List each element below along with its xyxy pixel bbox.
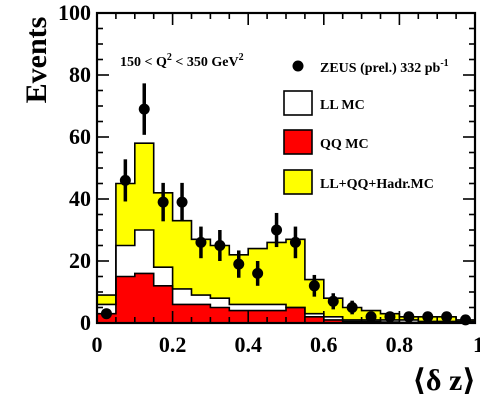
- legend-label: LL MC: [320, 98, 365, 113]
- legend-swatch: [283, 169, 313, 195]
- data-point: [327, 295, 339, 307]
- y-axis-label: Events: [20, 17, 53, 104]
- x-tick-label: 0.2: [159, 332, 187, 357]
- legend-label: LL+QQ+Hadr.MC: [320, 177, 434, 192]
- x-tick-label: 0.4: [234, 332, 262, 357]
- data-point: [365, 311, 377, 323]
- x-tick-label: 1: [473, 332, 480, 357]
- histogram-fills: [97, 143, 475, 323]
- data-point: [441, 311, 453, 323]
- legend-data-marker: [292, 60, 304, 72]
- x-tick-label: 0.8: [386, 332, 414, 357]
- histogram-fill-qq-mc: [97, 273, 475, 323]
- legend-label-data: ZEUS (prel.) 332 pb-1: [320, 58, 449, 76]
- legend-label: QQ MC: [320, 137, 369, 152]
- data-point: [252, 267, 264, 279]
- annotation: 150 < Q2 < 350 GeV2: [120, 52, 244, 70]
- y-tick-label: 100: [58, 0, 91, 25]
- legend-swatch: [283, 90, 313, 116]
- x-tick-label: 0: [92, 332, 103, 357]
- data-point: [271, 224, 283, 236]
- data-point: [195, 236, 207, 248]
- data-point: [176, 196, 188, 208]
- data-point: [384, 311, 396, 323]
- y-tick-label: 20: [69, 248, 91, 273]
- y-tick-label: 80: [69, 62, 91, 87]
- data-point: [214, 240, 226, 251]
- x-axis-label: ⟨δ z⟩: [412, 364, 476, 394]
- legend: ZEUS (prel.) 332 pb-1 LL MC QQ MC LL+QQ+Had…: [283, 58, 449, 195]
- data-point: [346, 302, 358, 313]
- histogram-fill-ll-qq-hadr-mc: [97, 143, 475, 323]
- data-point: [119, 174, 131, 186]
- data-point: [100, 308, 112, 320]
- axis-ticks: [96, 12, 476, 324]
- data-point: [138, 103, 150, 115]
- data-point: [308, 280, 320, 292]
- data-point: [289, 236, 301, 248]
- data-point: [422, 311, 434, 323]
- histogram-fill-ll-mc: [97, 230, 475, 323]
- legend-swatch: [283, 129, 313, 155]
- y-tick-label: 60: [69, 124, 91, 149]
- x-tick-label: 0.6: [310, 332, 338, 357]
- y-tick-label: 40: [69, 186, 91, 211]
- data-point: [157, 196, 169, 208]
- data-point: [233, 258, 245, 270]
- q2-range-annotation: 150 < Q2 < 350 GeV2: [120, 52, 244, 70]
- data-points: [100, 83, 472, 326]
- y-tick-label: 0: [80, 310, 91, 335]
- data-point: [403, 311, 415, 323]
